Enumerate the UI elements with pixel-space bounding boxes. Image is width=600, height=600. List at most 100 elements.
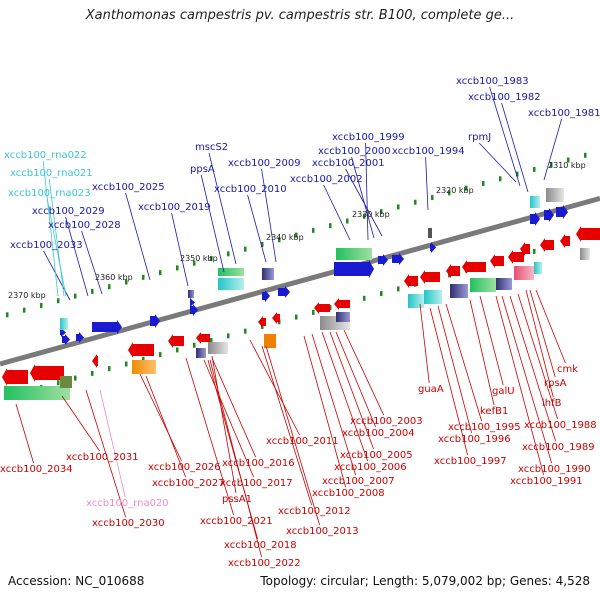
leader-line	[501, 295, 552, 464]
reverse-gene	[258, 316, 266, 328]
scale-label: 2310 kbp	[548, 161, 586, 170]
reverse-gene-label: xccb100_2003	[350, 416, 423, 427]
leader-line	[419, 303, 430, 384]
reverse-gene-label: xccb100_2022	[228, 558, 301, 569]
forward-gene	[556, 205, 568, 219]
leader-line	[261, 168, 277, 263]
scale-tick	[210, 256, 213, 262]
reverse-gene	[92, 354, 98, 368]
leader-line	[99, 389, 126, 498]
reverse-gene	[560, 234, 570, 248]
scale-tick	[448, 190, 451, 196]
gene-block	[60, 318, 68, 330]
scale-tick	[329, 305, 332, 311]
reverse-gene-label: xccb100_1997	[434, 456, 507, 467]
scale-tick	[431, 195, 434, 201]
reverse-gene-label: xccb100_2016	[222, 458, 295, 469]
leader-line	[478, 142, 517, 183]
reverse-gene	[272, 312, 280, 324]
leader-line	[535, 289, 566, 364]
forward-gene-label: xccb100_2033	[10, 240, 83, 251]
reverse-gene	[446, 264, 460, 278]
reverse-gene-label: xccb100_2027	[152, 478, 225, 489]
forward-gene-label: xccb100_2002	[290, 174, 363, 185]
leader-line	[303, 335, 346, 488]
leader-line	[343, 329, 384, 416]
leader-line	[469, 299, 495, 406]
map-title: Xanthomonas campestris pv. campestris st…	[85, 8, 515, 23]
leader-line	[525, 289, 554, 398]
leader-line	[61, 395, 100, 452]
forward-gene	[430, 242, 436, 253]
scale-tick	[380, 209, 383, 215]
leader-line	[261, 345, 312, 506]
leader-line	[311, 333, 356, 476]
scale-tick	[193, 260, 196, 266]
reverse-gene-label: xccb100_2026	[148, 462, 221, 473]
reverse-gene-label: xccb100_2004	[342, 428, 415, 439]
scale-tick	[346, 218, 349, 224]
leader-line	[139, 373, 182, 462]
scale-tick	[584, 152, 587, 158]
leader-line	[171, 212, 189, 287]
leader-line	[321, 331, 368, 462]
gene-block	[4, 386, 70, 400]
leader-line	[65, 216, 89, 297]
reverse-gene-label: xccb100_1996	[438, 434, 511, 445]
scale-tick	[142, 274, 145, 280]
gene-block	[514, 266, 534, 280]
accession-label: Accession: NC_010688	[8, 574, 145, 588]
forward-gene	[62, 334, 70, 345]
forward-gene-label: xccb100_1982	[468, 92, 541, 103]
scale-tick	[261, 241, 264, 247]
gene-block	[408, 294, 424, 308]
scale-tick	[533, 248, 536, 254]
scale-tick	[159, 352, 162, 358]
reverse-gene-label: xccb100_2007	[322, 476, 395, 487]
scale-tick	[74, 293, 77, 299]
forward-gene-label: xccb100_2010	[214, 184, 287, 195]
forward-gene-label: ppsA	[190, 164, 215, 175]
leader-line	[15, 403, 34, 464]
reverse-gene-label: xccb100_1991	[510, 476, 583, 487]
scale-tick	[567, 157, 570, 163]
gene-block	[218, 278, 244, 290]
leader-line	[43, 250, 71, 301]
reverse-gene-label: xccb100_2005	[340, 450, 413, 461]
scale-tick	[244, 246, 247, 252]
leader-line	[125, 192, 151, 281]
scale-tick	[227, 333, 230, 339]
leader-line	[365, 142, 369, 241]
scale-tick	[159, 270, 162, 276]
reverse-gene	[2, 368, 28, 386]
gene-block	[470, 278, 496, 292]
reverse-gene	[520, 242, 530, 256]
leader-line	[429, 307, 468, 456]
scale-tick	[516, 171, 519, 177]
scale-tick	[91, 288, 94, 294]
reverse-gene	[314, 302, 330, 314]
reverse-gene	[462, 260, 486, 274]
forward-gene-label: xccb100_2001	[312, 158, 385, 169]
scale-tick	[465, 185, 468, 191]
leader-line	[329, 331, 374, 450]
leader-line	[437, 305, 472, 434]
leader-line	[247, 194, 267, 263]
scale-tick	[74, 375, 77, 381]
forward-gene	[92, 320, 122, 334]
leader-line	[495, 295, 544, 476]
gene-block	[188, 290, 194, 298]
scale-label: 2360 kbp	[95, 273, 133, 282]
rna-gene-label: xccb100_rna022	[4, 150, 87, 161]
forward-gene	[190, 298, 195, 307]
label-layer: 2310 kbp 2320 kbp 2330 kbp 2340 kbp 2350 kbp…	[0, 76, 600, 569]
gene-block	[336, 312, 350, 322]
scale-tick	[312, 227, 315, 233]
gene-block	[60, 376, 72, 388]
forward-gene-label: xccb100_1994	[392, 146, 465, 157]
scale-tick	[414, 199, 417, 205]
gene-block	[546, 188, 564, 202]
leader-line	[203, 359, 254, 478]
scale-tick	[108, 366, 111, 372]
